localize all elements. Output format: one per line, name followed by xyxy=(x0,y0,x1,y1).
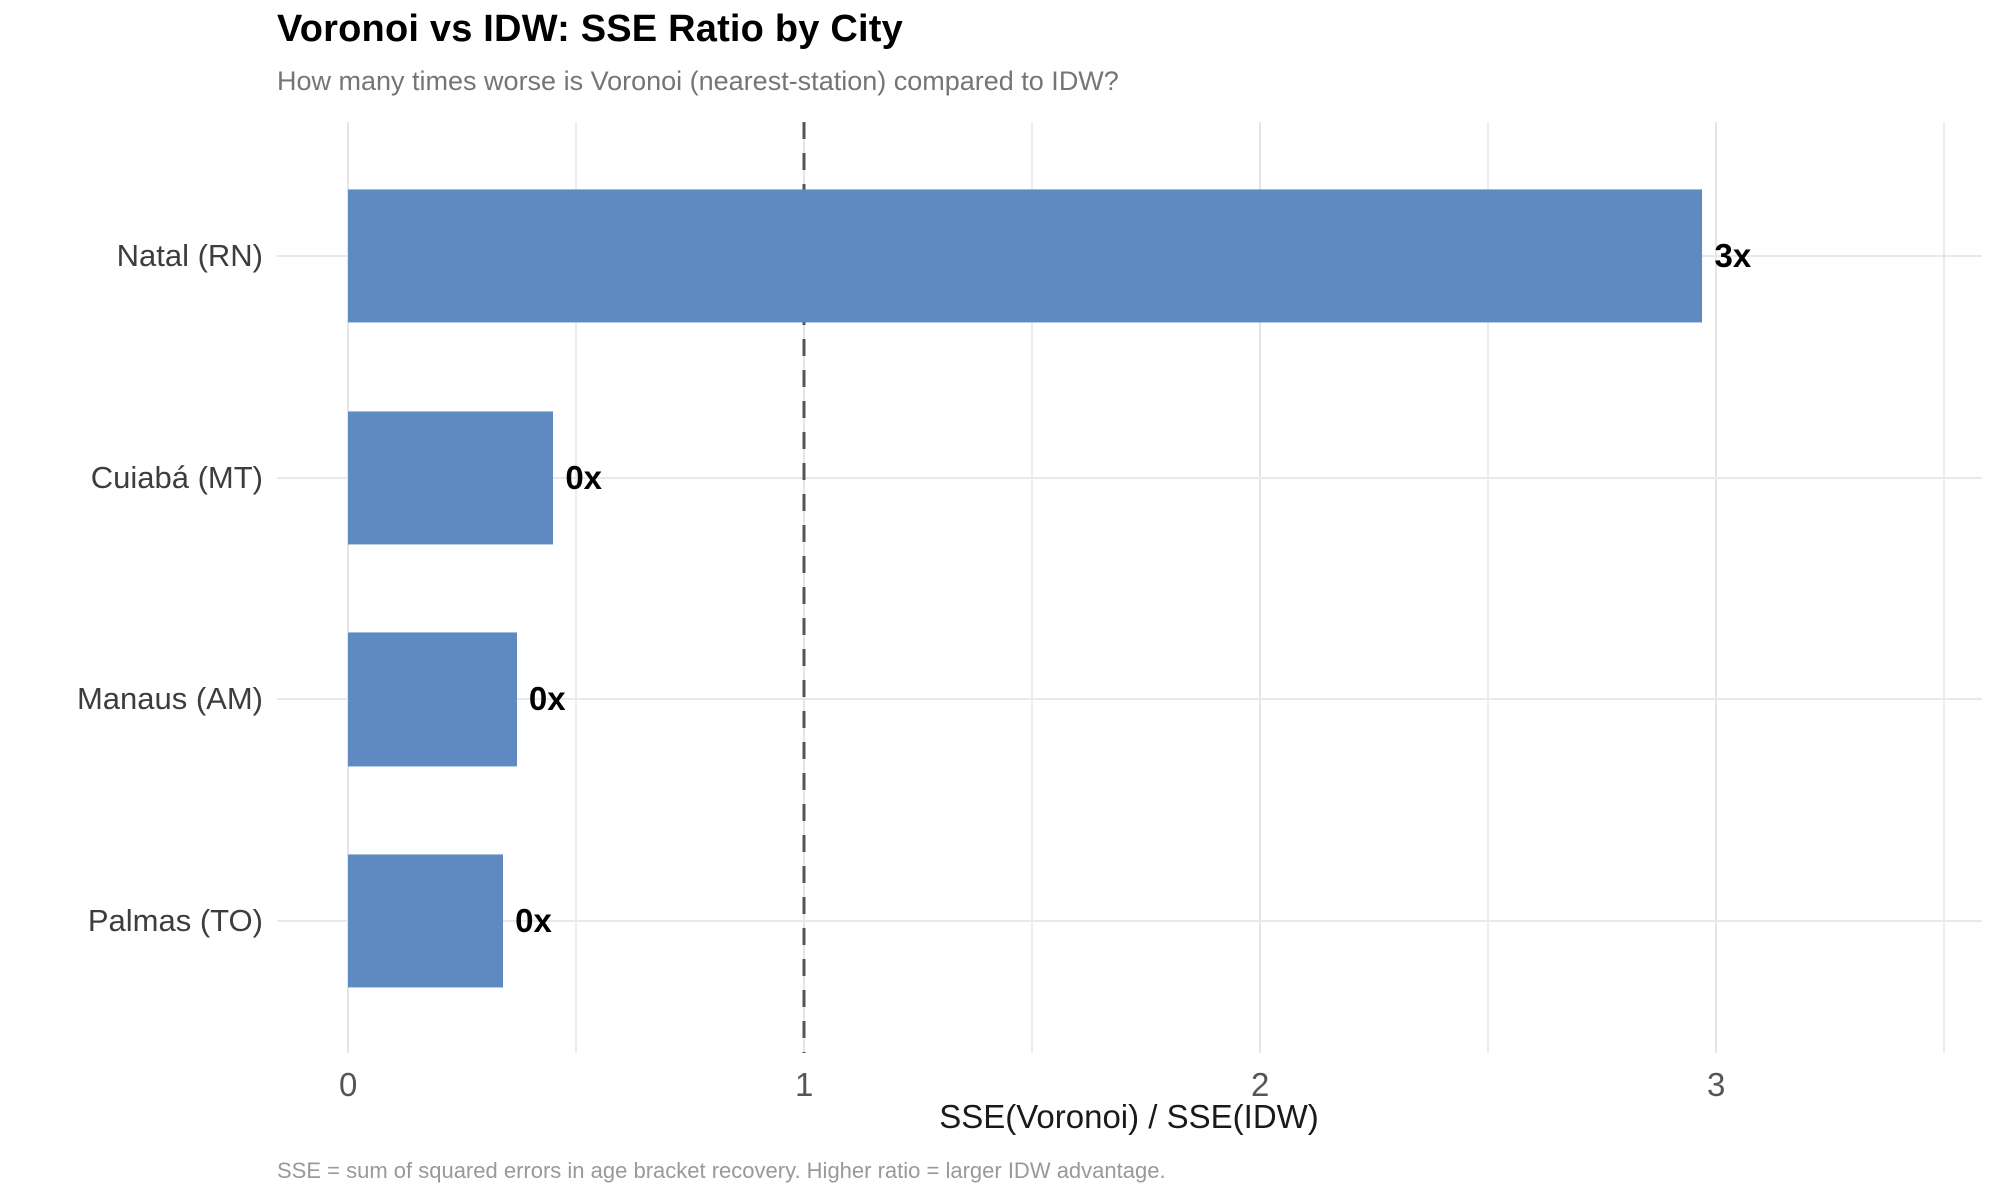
minor-gridline xyxy=(1487,122,1490,1053)
bar-value-label: 0x xyxy=(528,680,566,718)
plot-panel: 3x 0x 0x 0x xyxy=(277,122,1982,1053)
y-axis-label: Cuiabá (MT) xyxy=(90,459,263,495)
minor-gridline xyxy=(1943,122,1946,1053)
bar-Manaus (AM) xyxy=(348,632,517,766)
bar-value-label: 0x xyxy=(565,458,603,496)
y-axis-label: Natal (RN) xyxy=(116,238,263,274)
reference-line xyxy=(802,122,806,1053)
chart-caption: SSE = sum of squared errors in age brack… xyxy=(277,1158,1166,1183)
bar-value-label: 0x xyxy=(515,902,552,940)
minor-gridline xyxy=(575,122,578,1053)
bar-value-label: 3x xyxy=(1714,237,1752,275)
bar-Natal (RN) xyxy=(348,189,1703,323)
bar-Cuiabá (MT) xyxy=(348,411,554,545)
row-gridline xyxy=(277,698,1982,701)
chart-title: Voronoi vs IDW: SSE Ratio by City xyxy=(277,8,903,50)
x-tick-label: 3 xyxy=(1706,1066,1726,1103)
x-tick-label: 1 xyxy=(794,1066,814,1103)
y-axis-label: Manaus (AM) xyxy=(76,681,263,717)
bar-Palmas (TO) xyxy=(348,854,504,988)
major-gridline xyxy=(1715,122,1718,1053)
x-tick-label: 0 xyxy=(338,1066,358,1103)
chart-subtitle: How many times worse is Voronoi (nearest… xyxy=(277,66,1119,96)
row-gridline xyxy=(277,476,1982,479)
row-gridline xyxy=(277,920,1982,923)
x-tick-label: 2 xyxy=(1250,1066,1270,1103)
major-gridline xyxy=(347,122,350,1053)
major-gridline xyxy=(1259,122,1262,1053)
minor-gridline xyxy=(1031,122,1034,1053)
y-axis-label: Palmas (TO) xyxy=(87,903,263,939)
x-axis-title: SSE(Voronoi) / SSE(IDW) xyxy=(939,1098,1319,1135)
